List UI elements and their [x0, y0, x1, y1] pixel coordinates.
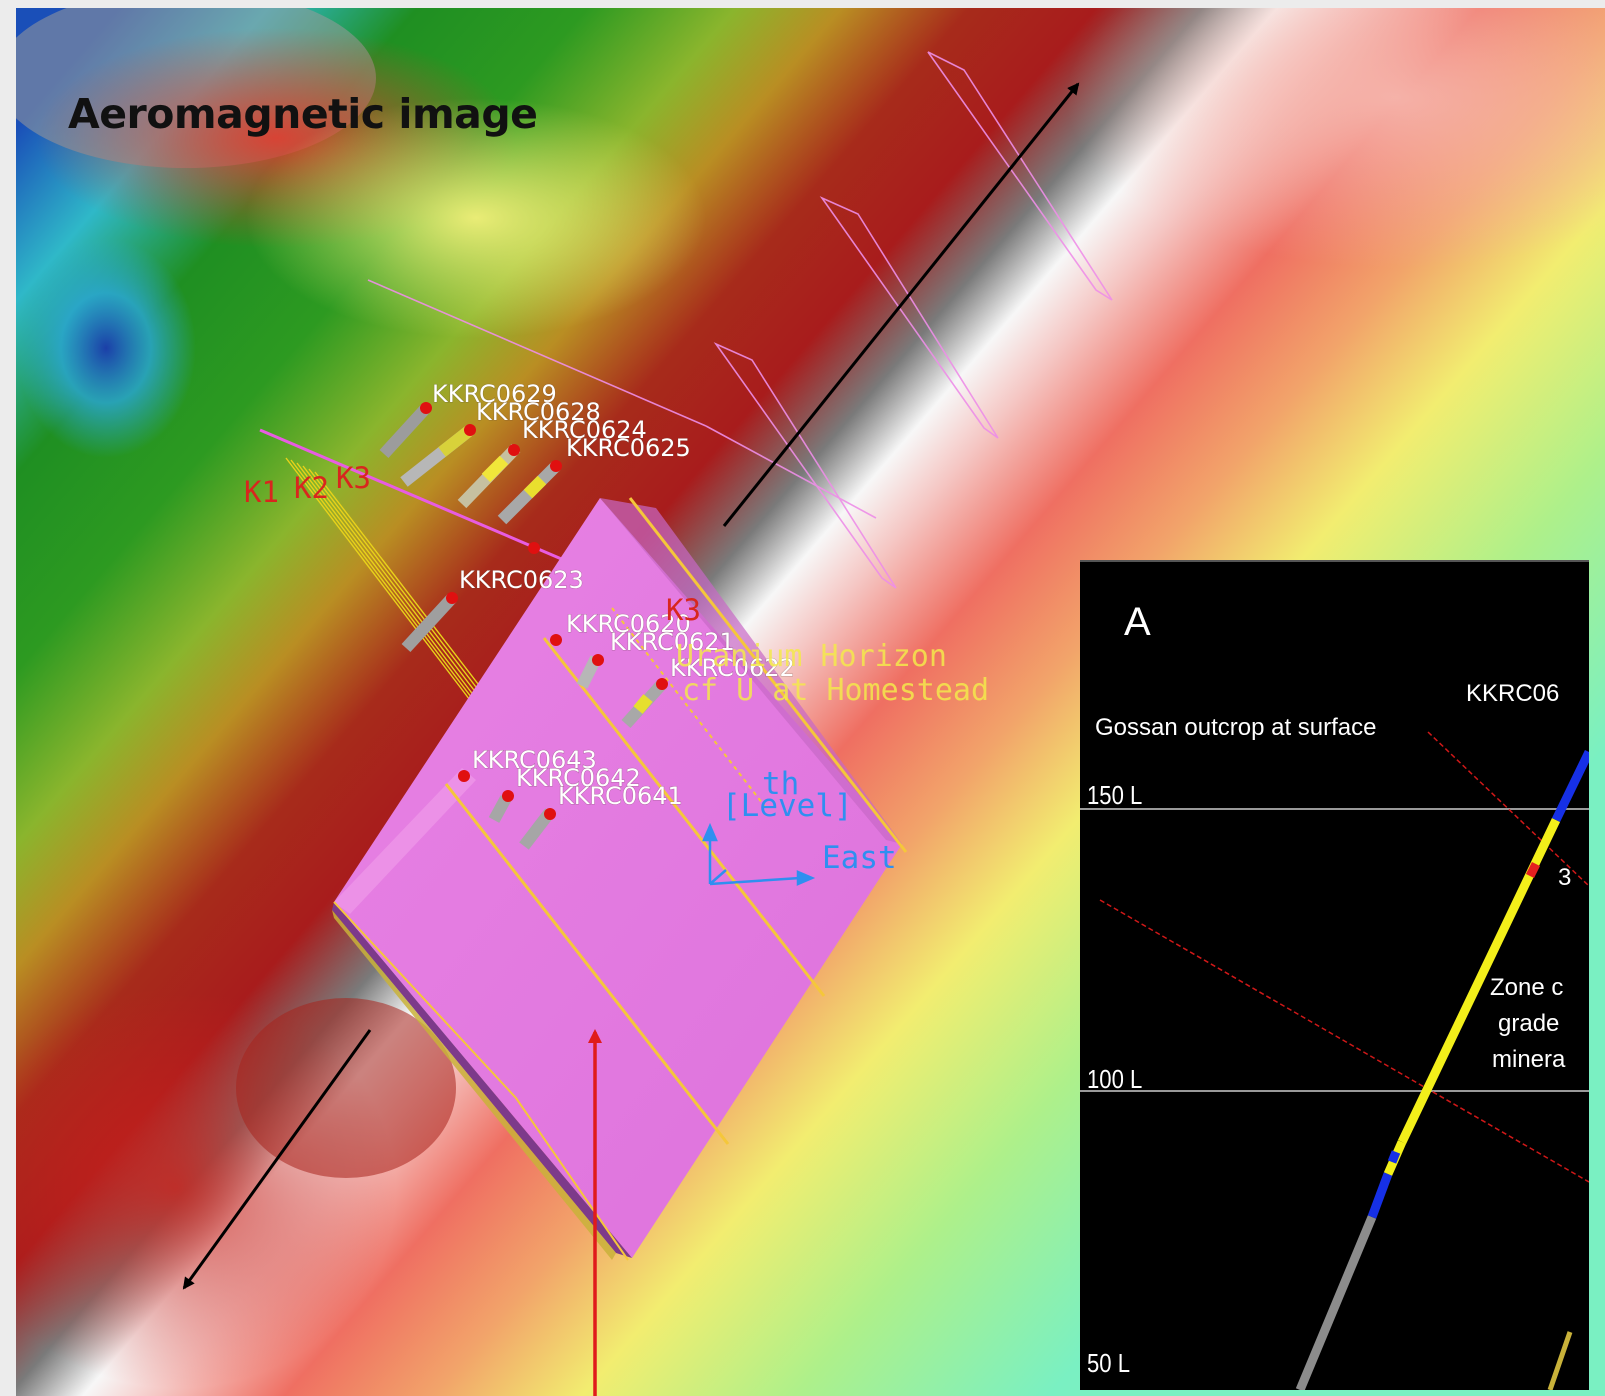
label-depth: th [762, 766, 799, 802]
label-east: East [822, 840, 897, 876]
level-150: 150 L [1087, 780, 1143, 810]
label-kkrc0625: KKRC0625 [566, 434, 691, 462]
cross-section-panel: A KKRC06 Gossan outcrop at surface 150 L… [1080, 560, 1589, 1390]
label-k1: K1 [244, 475, 279, 509]
label-kkrc0624: KKRC0624 [522, 416, 647, 444]
orientation-axes [702, 822, 816, 886]
map-title: Aeromagnetic image [68, 90, 538, 138]
label-kkrc0628: KKRC0628 [476, 398, 601, 426]
label-kkrc0621: KKRC0621 [610, 628, 735, 656]
level-50: 50 L [1087, 1348, 1131, 1378]
label-k3-b: K3 [666, 593, 701, 627]
strike-arrow-ne [722, 82, 1080, 527]
label-kkrc0643: KKRC0643 [472, 746, 597, 774]
zone-line-1: Zone c [1490, 974, 1564, 1001]
drillhole-traces [379, 402, 668, 850]
section-letter: A [1124, 600, 1151, 644]
label-kkrc0623: KKRC0623 [459, 566, 584, 594]
level-100: 100 L [1087, 1064, 1143, 1094]
marker-label: 3 [1558, 864, 1572, 891]
zone-line-2: grade [1498, 1010, 1560, 1037]
label-kkrc0620: KKRC0620 [566, 610, 691, 638]
ore-body [332, 497, 908, 1261]
label-kkrc0642: KKRC0642 [516, 764, 641, 792]
label-k3-a: K3 [336, 461, 371, 495]
section-drillhole-label: KKRC06 [1466, 680, 1560, 707]
label-uranium-horizon: Uranium Horizon [676, 639, 947, 674]
label-k2: K2 [294, 471, 329, 505]
label-level: [Level] [722, 788, 853, 824]
gossan-label: Gossan outcrop at surface [1095, 714, 1377, 741]
label-kkrc0629: KKRC0629 [432, 380, 557, 408]
zone-line-3: minera [1492, 1046, 1566, 1073]
cross-section-graphic [1080, 731, 1589, 1390]
label-homestead: cf U at Homestead [682, 673, 989, 708]
label-kkrc0641: KKRC0641 [558, 782, 683, 810]
label-kkrc0622: KKRC0622 [670, 654, 795, 682]
strike-arrow-sw [182, 1029, 372, 1290]
